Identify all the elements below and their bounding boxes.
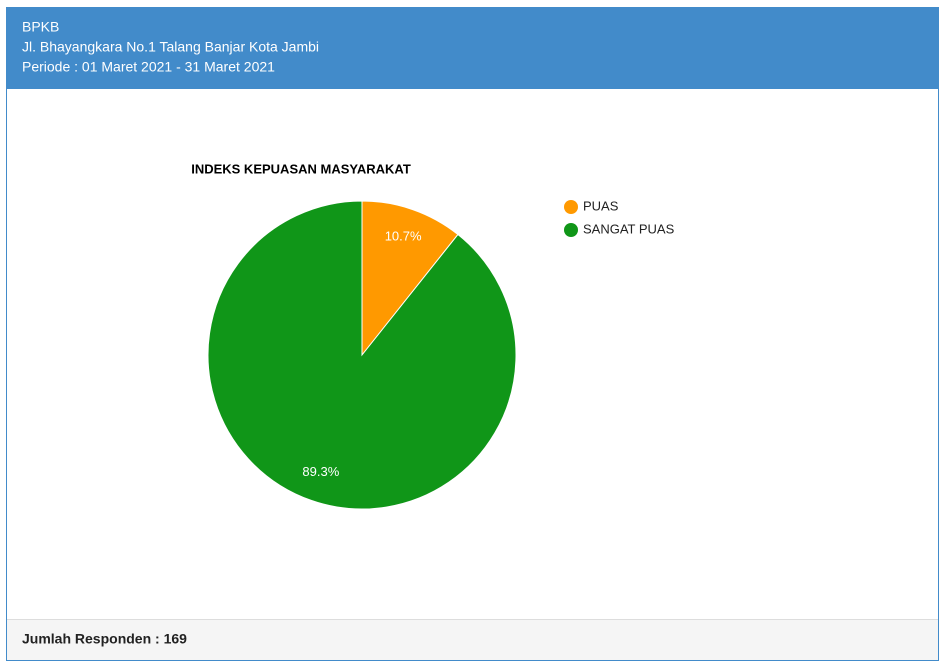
header-line: Periode : 01 Maret 2021 - 31 Maret 2021 xyxy=(22,59,275,75)
pie-slice xyxy=(361,200,459,357)
slice-label: 10.7% xyxy=(385,229,422,244)
slice-label: 89.3% xyxy=(302,464,339,479)
legend-label: PUAS xyxy=(583,198,619,213)
legend-marker xyxy=(564,223,578,237)
chart-title: INDEKS KEPUASAN MASYARAKAT xyxy=(191,161,411,176)
legend-marker xyxy=(564,200,578,214)
legend-label: SANGAT PUAS xyxy=(583,221,675,236)
pie-slice xyxy=(207,200,517,510)
panel-footer xyxy=(7,619,938,660)
panel-header xyxy=(7,8,938,89)
header-line: Jl. Bhayangkara No.1 Talang Banjar Kota … xyxy=(22,39,319,55)
pie-chart: 10.7% 89.3% PUAS SANGAT PUAS xyxy=(207,198,675,510)
footer-text: Jumlah Responden : 169 xyxy=(22,631,187,647)
header-line: BPKB xyxy=(22,19,59,35)
